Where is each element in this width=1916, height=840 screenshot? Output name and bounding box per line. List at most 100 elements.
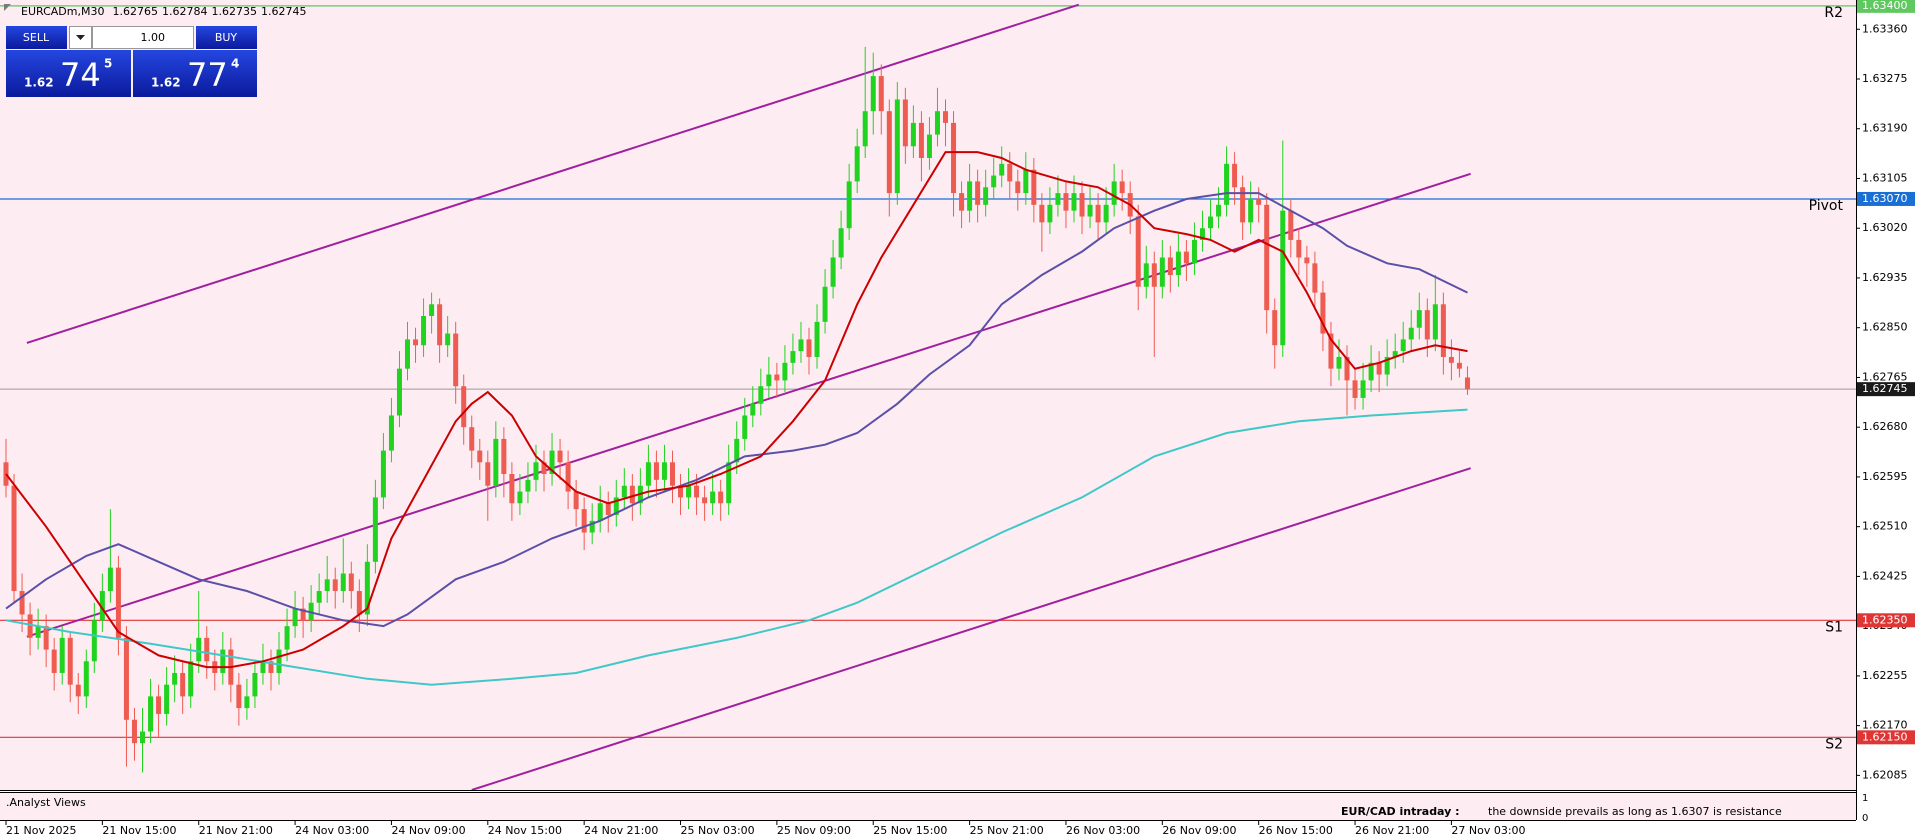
candle-body <box>421 316 427 346</box>
candle-body <box>967 181 973 211</box>
lot-value[interactable]: 1.00 <box>141 31 166 44</box>
candle-body <box>1280 210 1286 346</box>
candle-body <box>292 608 298 627</box>
candle-body <box>59 637 65 673</box>
candle-body <box>1368 362 1374 381</box>
bid-box[interactable] <box>6 50 131 97</box>
buy-button[interactable] <box>196 26 257 49</box>
candle-body <box>1384 356 1390 375</box>
candle-body <box>902 99 908 147</box>
y-tick-label: 1.63105 <box>1862 171 1908 184</box>
candle-body <box>653 462 659 480</box>
current-price-label: 1.62745 <box>1862 382 1908 395</box>
sell-label[interactable]: SELL <box>23 31 50 44</box>
candle-body <box>477 450 483 463</box>
y-tick-label: 1.63275 <box>1862 72 1908 85</box>
y-tick-label: 1.62850 <box>1862 321 1908 334</box>
candle-body <box>926 134 932 158</box>
candle-body <box>750 403 756 416</box>
y-tick-label: 1.63020 <box>1862 221 1908 234</box>
x-tick-label: 21 Nov 21:00 <box>199 824 273 837</box>
buy-label[interactable]: BUY <box>215 31 238 44</box>
candle-body <box>1063 193 1069 211</box>
candle-body <box>1328 333 1334 369</box>
candle-body <box>260 661 266 673</box>
candle-body <box>43 626 49 650</box>
candle-body <box>1416 310 1422 328</box>
level-price-box <box>1857 613 1915 628</box>
lot-field[interactable] <box>92 26 194 49</box>
candle-body <box>115 567 121 638</box>
channel-layer <box>26 3 1471 790</box>
candle-body <box>1191 239 1197 264</box>
y-tick-label: 1.62085 <box>1862 768 1908 781</box>
candle-body <box>999 163 1005 176</box>
candle-body <box>1344 356 1350 381</box>
candle-body <box>742 415 748 439</box>
current-price-box <box>1857 382 1915 397</box>
candle-body <box>204 637 210 662</box>
candle-body <box>19 591 25 615</box>
candle-body <box>396 368 402 416</box>
candle-body <box>364 561 370 615</box>
candle-body <box>573 491 579 510</box>
candle-body <box>196 637 202 662</box>
candle-body <box>846 181 852 229</box>
candle-body <box>581 509 587 533</box>
ask-box[interactable] <box>133 50 257 97</box>
level-price-box <box>1857 191 1915 206</box>
candle-body <box>284 626 290 650</box>
candle-body <box>140 731 146 744</box>
candle-body <box>678 485 684 498</box>
candle-body <box>669 462 675 486</box>
candle-body <box>469 427 475 451</box>
candle-body <box>1119 181 1125 194</box>
candle-body <box>356 591 362 615</box>
candle-body <box>276 649 282 673</box>
candle-body <box>702 497 708 504</box>
candle-body <box>83 661 89 697</box>
candle-body <box>983 187 989 205</box>
candle-body <box>1199 228 1205 240</box>
candle-body <box>1031 169 1037 205</box>
level-name: Pivot <box>1809 198 1844 214</box>
candle-body <box>790 351 796 363</box>
candle-body <box>493 438 499 486</box>
y-tick-label: 1.62255 <box>1862 669 1908 682</box>
y-tick-label: 1.63190 <box>1862 122 1908 135</box>
bid-big: 74 <box>60 56 101 94</box>
candle-body <box>1432 304 1438 340</box>
candle-body <box>1360 380 1366 398</box>
candle-body <box>886 111 892 194</box>
y-tick-label: 1.62680 <box>1862 420 1908 433</box>
moving-average <box>5 192 1468 628</box>
candle-body <box>726 462 732 504</box>
candle-body <box>822 286 828 322</box>
candle-body <box>1007 163 1013 182</box>
candle-body <box>517 491 523 504</box>
candle-body <box>252 672 258 697</box>
candle-body <box>340 573 346 592</box>
candle-body <box>918 122 924 158</box>
candle-body <box>91 620 97 662</box>
candle-body <box>1175 251 1181 276</box>
candle-body <box>613 497 619 515</box>
candle-body <box>188 661 194 697</box>
sell-button[interactable] <box>6 26 67 49</box>
candle-body <box>35 626 41 638</box>
moving-average <box>5 151 1468 669</box>
candle-body <box>131 719 137 744</box>
y-tick-label: 1.62510 <box>1862 520 1908 533</box>
x-tick-label: 27 Nov 03:00 <box>1451 824 1525 837</box>
candle-body <box>1055 193 1061 205</box>
candle-body <box>11 485 17 592</box>
candle-body <box>943 111 949 123</box>
candle-body <box>445 333 451 346</box>
ma-layer <box>5 151 1468 686</box>
candle-body <box>164 684 170 714</box>
candle-body <box>525 479 531 492</box>
candle-body <box>565 462 571 492</box>
candle-body <box>509 474 515 504</box>
candle-body <box>1272 310 1278 346</box>
